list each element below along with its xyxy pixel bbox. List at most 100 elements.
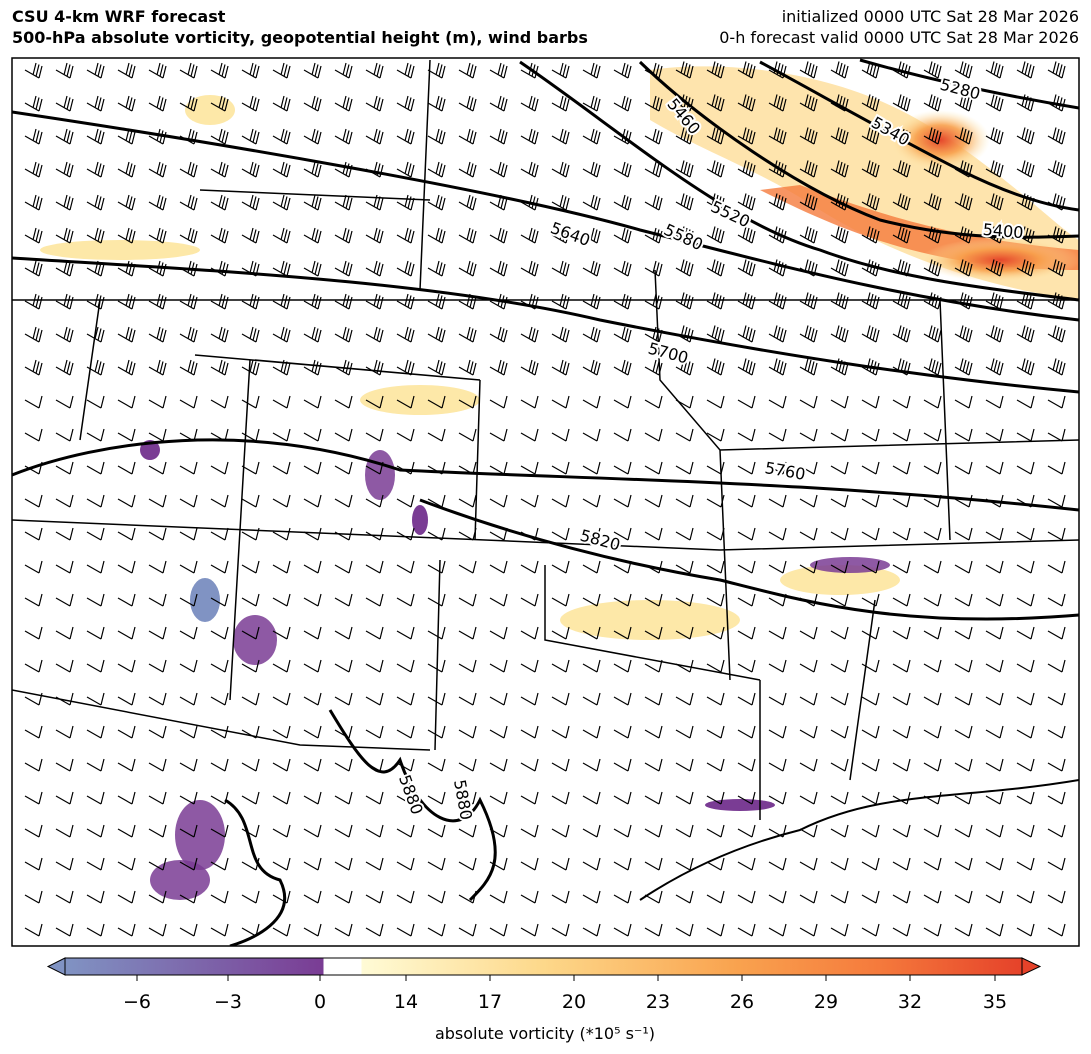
wind-barb (489, 62, 508, 79)
wind-barb (675, 61, 694, 79)
wind-barb (520, 857, 539, 871)
wind-barb (737, 659, 756, 673)
wind-barb (861, 127, 880, 145)
colorbar-tick-label: 29 (814, 991, 838, 1013)
wind-barb (954, 725, 973, 739)
wind-barb (396, 194, 415, 211)
wind-barb (303, 395, 322, 409)
wind-barb (272, 659, 291, 673)
wind-barb (644, 227, 663, 244)
wind-barb (706, 560, 725, 574)
wind-barb (241, 791, 260, 805)
wind-barb (861, 259, 880, 277)
wind-barb (210, 758, 229, 772)
height-contours (12, 58, 1079, 946)
wind-barb (737, 259, 756, 277)
wind-barb (737, 560, 756, 574)
wind-barb (675, 560, 694, 574)
wind-barb (241, 293, 260, 310)
wind-barb (923, 758, 942, 772)
wind-barb (210, 359, 229, 376)
wind-barb (644, 494, 663, 508)
wind-barb (24, 95, 43, 112)
wind-barb (396, 626, 415, 640)
wind-barb (272, 593, 291, 607)
wind-barb (241, 128, 260, 145)
wind-barb (1047, 259, 1066, 277)
wind-barb (334, 560, 353, 574)
wind-barb (985, 61, 1004, 79)
wind-barb (582, 725, 601, 739)
wind-barb (86, 395, 105, 409)
wind-barb (923, 461, 942, 475)
wind-barb (24, 293, 43, 310)
wind-barb (1016, 692, 1035, 706)
wind-barb (334, 890, 353, 904)
wind-barb (923, 395, 942, 409)
wind-barb (551, 326, 570, 343)
wind-barb (613, 95, 632, 112)
wind-barb (1047, 395, 1066, 409)
wind-barb (427, 161, 446, 178)
wind-barb (768, 626, 787, 640)
wind-barb (1016, 94, 1035, 112)
wind-barb (86, 62, 105, 79)
wind-barb (892, 758, 911, 772)
wind-barb (799, 626, 818, 640)
wind-barb (272, 428, 291, 442)
wind-barb (613, 791, 632, 805)
wind-barb (210, 626, 229, 640)
wind-barb (427, 659, 446, 673)
wind-barb (706, 160, 725, 178)
wind-barb (768, 791, 787, 805)
wind-barb (396, 95, 415, 112)
wind-barb (427, 95, 446, 112)
colorbar-tick-label: 23 (646, 991, 670, 1013)
wind-barb (613, 326, 632, 343)
wind-barb (365, 494, 384, 508)
wind-barb (737, 358, 756, 376)
wind-barb (148, 593, 167, 607)
wind-barb (675, 824, 694, 838)
wind-barb (210, 890, 229, 904)
wind-barb (272, 227, 291, 244)
colorbar-label: absolute vorticity (*10⁵ s⁻¹) (435, 1024, 655, 1043)
wind-barb (365, 326, 384, 343)
wind-barb (1016, 193, 1035, 211)
wind-barb (427, 626, 446, 640)
wind-barb (799, 226, 818, 244)
wind-barb (489, 359, 508, 376)
wind-barb (954, 160, 973, 178)
wind-barb (427, 395, 446, 409)
wind-barb (458, 194, 477, 211)
wind-barb (489, 194, 508, 211)
wind-barb (768, 560, 787, 574)
wind-barb (861, 527, 880, 541)
wind-barb (954, 692, 973, 706)
wind-barb (613, 494, 632, 508)
wind-barb (241, 227, 260, 244)
wind-barb (210, 461, 229, 475)
wind-barb (582, 692, 601, 706)
wind-barb (86, 791, 105, 805)
wind-barb (830, 193, 849, 211)
wind-barb (923, 890, 942, 904)
wind-barb (24, 161, 43, 178)
wind-barb (985, 692, 1004, 706)
wind-barb (1016, 292, 1035, 310)
wind-barb (272, 359, 291, 376)
wind-barb (551, 923, 570, 937)
wind-barb (985, 857, 1004, 871)
wind-barb (644, 194, 663, 211)
wind-barb (706, 428, 725, 442)
wind-barb (954, 325, 973, 343)
wind-barb (675, 626, 694, 640)
wind-barb (613, 62, 632, 79)
wind-barb (334, 95, 353, 112)
wind-barb (210, 95, 229, 112)
wind-barb (892, 593, 911, 607)
wind-barb (24, 791, 43, 805)
wind-barb (179, 560, 198, 574)
wind-barb (923, 61, 942, 79)
wind-barb (675, 127, 694, 145)
